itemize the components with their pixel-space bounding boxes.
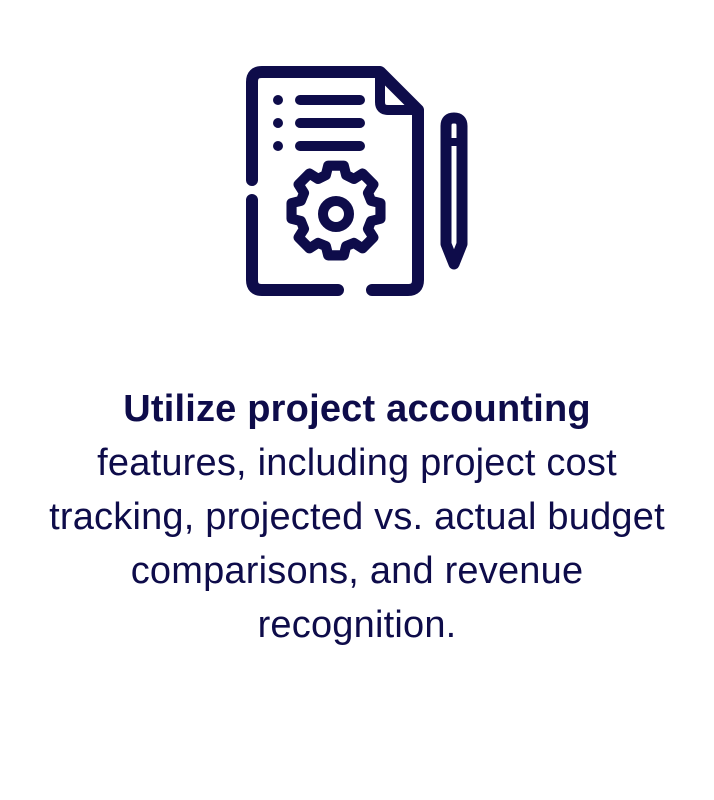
pencil-icon xyxy=(440,112,468,270)
document-settings-pencil-icon xyxy=(240,62,480,302)
caption-lead: Utilize project accounting xyxy=(123,388,591,430)
caption: Utilize project accounting features, inc… xyxy=(40,382,674,652)
document-outline-bottom xyxy=(246,194,344,296)
bullet-dot xyxy=(273,95,283,105)
bullet-dot xyxy=(273,118,283,128)
bullet-dot xyxy=(273,141,283,151)
document-outline xyxy=(246,66,424,296)
caption-body: features, including project cost trackin… xyxy=(49,442,665,646)
folded-corner xyxy=(375,69,421,115)
gear-icon xyxy=(286,160,386,261)
